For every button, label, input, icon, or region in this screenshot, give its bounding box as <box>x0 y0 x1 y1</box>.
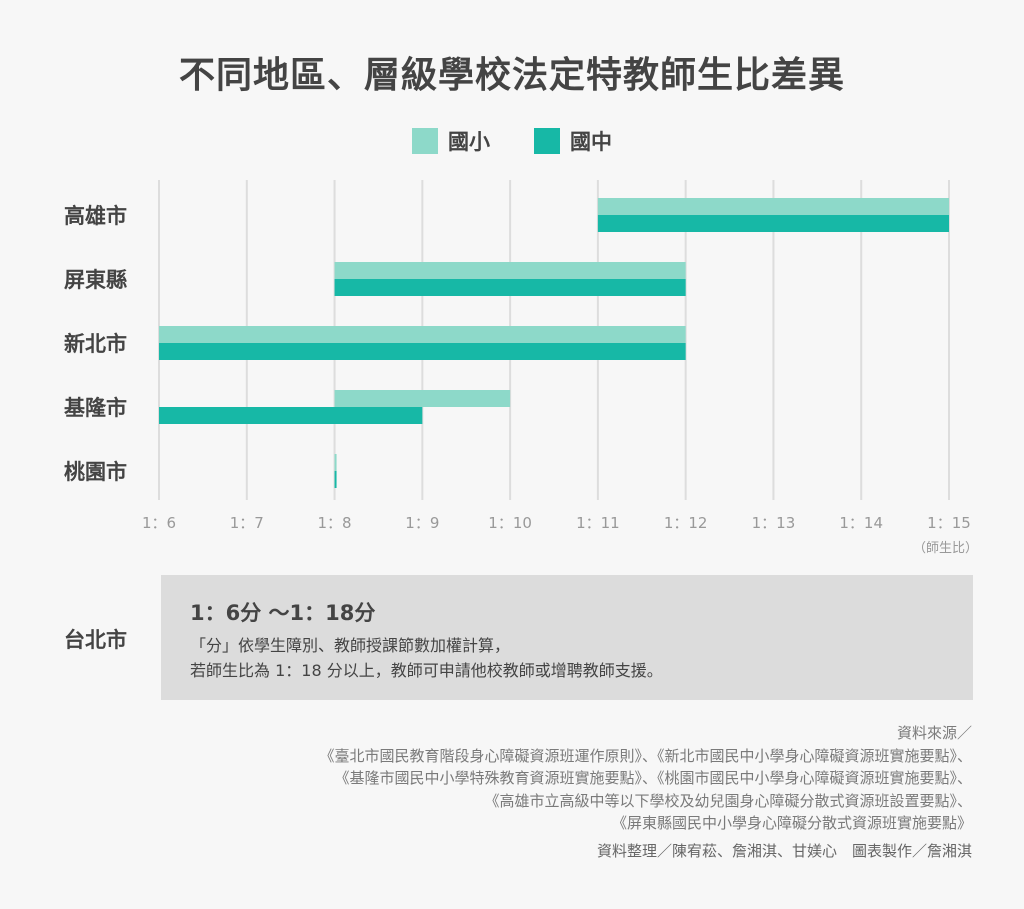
x-tick-label: 1：14 <box>839 514 883 532</box>
legend-item-elementary: 國小 <box>412 126 490 156</box>
source-block: 資料來源／ 《臺北市國民教育階段身心障礙資源班運作原則》、《新北市國民中小學身心… <box>319 722 972 835</box>
x-tick-label: 1：15 <box>927 514 971 532</box>
legend-label-elementary: 國小 <box>448 130 490 154</box>
category-label: 屏東縣 <box>64 268 127 292</box>
source-line-1: 《臺北市國民教育階段身心障礙資源班運作原則》、《新北市國民中小學身心障礙資源班實… <box>319 746 972 765</box>
bar-junior <box>159 343 686 360</box>
bar-elementary <box>334 262 686 279</box>
bar-elementary <box>159 326 686 343</box>
category-label: 高雄市 <box>64 204 127 228</box>
x-tick-label: 1：11 <box>576 514 620 532</box>
note-city-label: 台北市 <box>64 628 127 652</box>
source-line-4: 《屏東縣國民中小學身心障礙分散式資源班實施要點》 <box>611 814 972 832</box>
bar-junior <box>597 215 949 232</box>
x-tick-label: 1：9 <box>405 514 439 532</box>
legend-swatch-elementary <box>412 128 438 154</box>
category-label: 新北市 <box>64 332 127 356</box>
legend-swatch-junior <box>534 128 560 154</box>
source-line-3: 《高雄市立高級中等以下學校及幼兒園身心障礙分散式資源班設置要點》、 <box>484 791 972 810</box>
note-line-1: 「分」依學生障別、教師授課節數加權計算， <box>190 636 511 655</box>
category-label: 桃園市 <box>64 460 127 484</box>
x-tick-label: 1：7 <box>230 514 264 532</box>
legend-label-junior: 國中 <box>570 130 612 154</box>
category-label: 基隆市 <box>64 396 127 420</box>
x-tick-label: 1：13 <box>752 514 796 532</box>
range-bar-chart: 1：6 1：7 1：8 1：9 1：10 1：11 1：12 1：13 1：14 1：15 （師生比… <box>64 180 978 556</box>
source-line-2: 《基隆市國民中小學特殊教育資源班實施要點》、《桃園市國民中小學身心障礙資源班實施… <box>334 769 972 787</box>
x-tick-label: 1：6 <box>142 514 176 532</box>
x-tick-label: 1：12 <box>664 514 708 532</box>
credit-line: 資料整理／陳宥菘、詹湘淇、甘媄心 圖表製作／詹湘淇 <box>596 842 972 860</box>
bar-junior <box>334 279 686 296</box>
chart-title: 不同地區、層級學校法定特教師生比差異 <box>178 55 845 96</box>
bar-elementary <box>597 198 949 215</box>
legend: 國小 國中 <box>0 126 1024 156</box>
x-axis-label: （師生比） <box>913 541 978 556</box>
legend-item-junior: 國中 <box>534 126 612 156</box>
source-label: 資料來源／ <box>896 724 972 742</box>
bar-junior <box>334 471 337 488</box>
x-tick-label: 1：8 <box>318 514 352 532</box>
bar-elementary <box>334 454 337 471</box>
bar-elementary <box>334 390 511 407</box>
note-range: 1：6分 ～1：18分 <box>190 601 376 625</box>
note-line-2: 若師生比為 1：18 分以上，教師可申請他校教師或增聘教師支援。 <box>190 661 663 680</box>
taipei-note-box <box>161 575 973 700</box>
bar-junior <box>159 407 423 424</box>
x-tick-label: 1：10 <box>488 514 532 532</box>
